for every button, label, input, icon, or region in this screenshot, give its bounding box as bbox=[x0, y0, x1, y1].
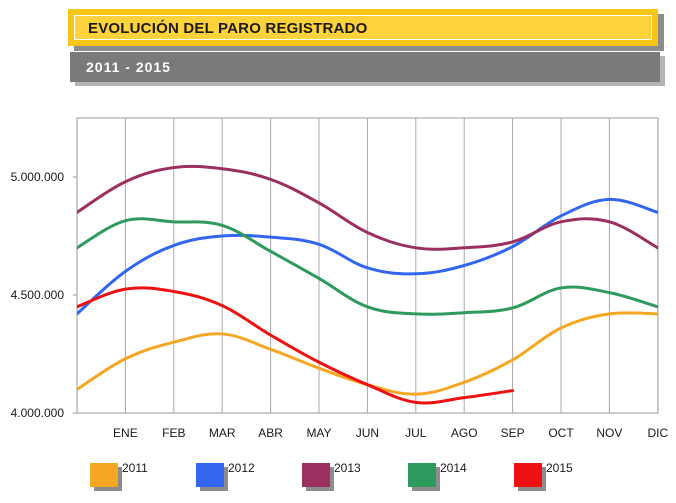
series-line-2012 bbox=[77, 197, 658, 316]
chart-title: EVOLUCIÓN DEL PARO REGISTRADO bbox=[88, 20, 368, 37]
legend-label: 2015 bbox=[546, 461, 573, 475]
x-tick-label: OCT bbox=[548, 426, 574, 440]
series-line-2014 bbox=[77, 217, 658, 316]
legend-swatch bbox=[514, 463, 542, 487]
legend-label: 2013 bbox=[334, 461, 361, 475]
subtitle-banner: 2011 - 2015 bbox=[70, 52, 660, 82]
legend-swatch bbox=[90, 463, 118, 487]
x-tick-label: MAY bbox=[306, 426, 331, 440]
x-tick-label: ENE bbox=[113, 426, 138, 440]
y-tick-label: 4.000.000 bbox=[11, 406, 65, 420]
x-tick-label: FEB bbox=[162, 426, 185, 440]
title-banner: EVOLUCIÓN DEL PARO REGISTRADO bbox=[68, 9, 658, 46]
x-tick-label: MAR bbox=[209, 426, 236, 440]
chart-legend: 2011 2012 2013 2014 2015 bbox=[0, 459, 676, 499]
legend-swatch bbox=[408, 463, 436, 487]
x-tick-label: JUL bbox=[405, 426, 427, 440]
x-tick-label: SEP bbox=[501, 426, 525, 440]
x-tick-label: AGO bbox=[451, 426, 478, 440]
legend-label: 2014 bbox=[440, 461, 467, 475]
x-tick-label: NOV bbox=[596, 426, 622, 440]
legend-label: 2011 bbox=[122, 461, 148, 475]
x-tick-label: ABR bbox=[258, 426, 283, 440]
line-chart: 4.000.000 4.500.000 5.000.000 ENE FEB MAR ABR M… bbox=[11, 117, 668, 440]
legend-swatch bbox=[196, 463, 224, 487]
x-tick-label: DIC bbox=[647, 426, 668, 440]
legend-label: 2012 bbox=[228, 461, 255, 475]
title-banner-inner bbox=[74, 15, 652, 40]
y-tick-label: 4.500.000 bbox=[11, 288, 65, 302]
x-tick-label: JUN bbox=[356, 426, 379, 440]
series-line-2015 bbox=[77, 286, 515, 405]
y-tick-label: 5.000.000 bbox=[11, 170, 65, 184]
series-line-2013 bbox=[77, 164, 658, 251]
legend-swatch bbox=[302, 463, 330, 487]
chart-subtitle: 2011 - 2015 bbox=[86, 59, 171, 75]
